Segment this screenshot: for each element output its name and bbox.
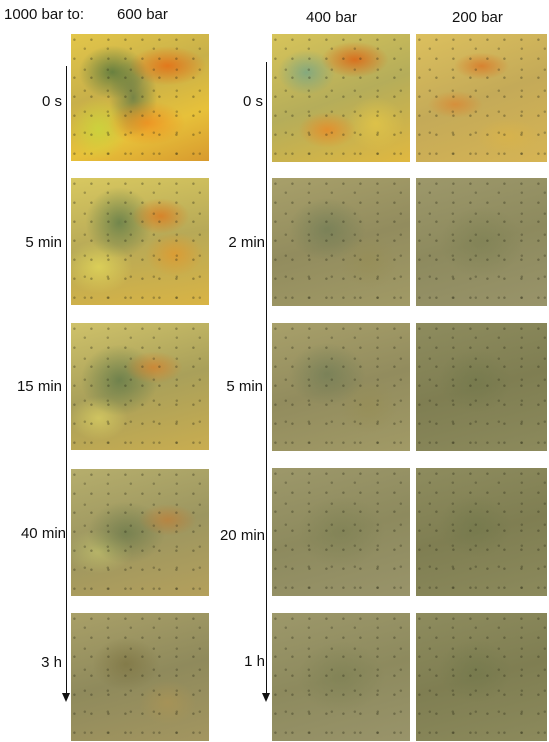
micrograph-400bar-t3 (272, 323, 410, 451)
time-label-right: 20 min (219, 527, 265, 544)
micrograph-600bar-t3 (71, 323, 209, 450)
time-label-right: 1 h (244, 653, 265, 670)
header-200-bar: 200 bar (452, 9, 503, 26)
time-axis-right (260, 62, 272, 702)
time-label-right: 0 s (242, 93, 263, 110)
micrograph-400bar-t4 (272, 468, 410, 596)
micrograph-600bar-t4 (71, 469, 209, 596)
time-label-right: 2 min (228, 234, 265, 251)
micrograph-200bar-t2 (416, 178, 547, 306)
micrograph-600bar-t5 (71, 613, 209, 741)
micrograph-200bar-t4 (416, 468, 547, 596)
time-label-left: 5 min (25, 234, 62, 251)
header-prefix: 1000 bar to: (4, 6, 85, 23)
time-label-right: 5 min (226, 378, 263, 395)
micrograph-400bar-t5 (272, 613, 410, 741)
micrograph-400bar-t2 (272, 178, 410, 306)
time-label-left: 40 min (20, 525, 66, 542)
time-label-left: 15 min (16, 378, 62, 395)
time-label-left: 3 h (41, 654, 62, 671)
time-label-left: 0 s (41, 93, 62, 110)
time-axis-left (60, 66, 72, 702)
header-600-bar: 600 bar (117, 6, 168, 23)
micrograph-200bar-t1 (416, 34, 547, 162)
micrograph-200bar-t3 (416, 323, 547, 451)
micrograph-200bar-t5 (416, 613, 547, 741)
header-400-bar: 400 bar (306, 9, 357, 26)
micrograph-600bar-t2 (71, 178, 209, 305)
micrograph-600bar-t1 (71, 34, 209, 161)
micrograph-400bar-t1 (272, 34, 410, 162)
